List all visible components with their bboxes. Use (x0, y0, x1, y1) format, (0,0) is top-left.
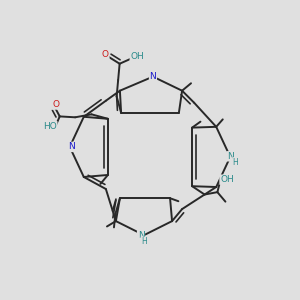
Text: H: H (233, 158, 239, 167)
Text: O: O (102, 50, 109, 59)
Text: OH: OH (220, 175, 234, 184)
Text: N: N (138, 231, 144, 240)
Text: O: O (52, 100, 59, 109)
Text: HO: HO (43, 122, 57, 131)
Text: N: N (227, 152, 234, 161)
Text: N: N (68, 142, 75, 152)
Text: OH: OH (130, 52, 144, 62)
Text: N: N (150, 72, 156, 81)
Text: H: H (141, 237, 147, 246)
